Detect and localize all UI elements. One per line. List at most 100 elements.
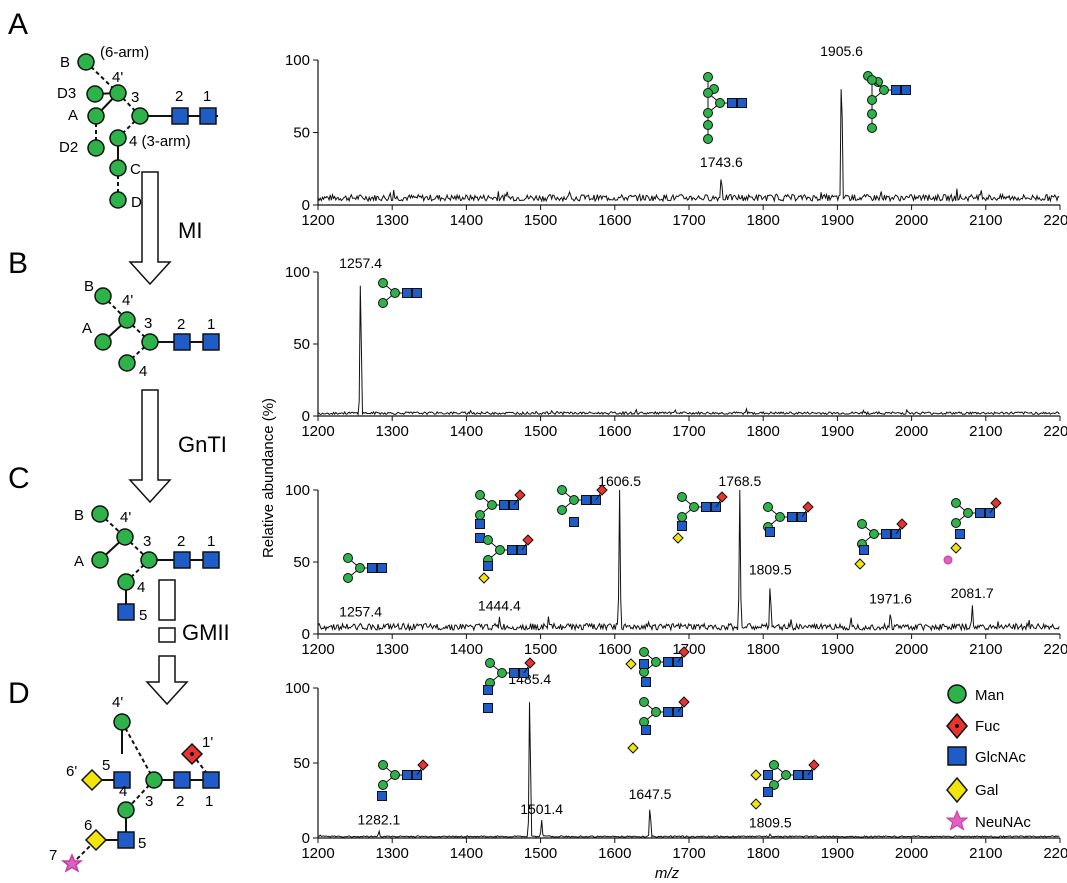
gal-icon bbox=[750, 798, 762, 810]
x-tick-label: 2000 bbox=[895, 641, 928, 658]
glycan-structure-a-residues bbox=[77, 53, 217, 209]
man-icon bbox=[487, 500, 497, 510]
fuc-icon bbox=[678, 696, 690, 708]
x-tick-label: 1300 bbox=[376, 212, 409, 229]
x-tick-label: 1600 bbox=[598, 845, 631, 862]
y-tick-label: 0 bbox=[302, 197, 310, 214]
x-tick-label: 2000 bbox=[895, 423, 928, 440]
peak-label: 2081.7 bbox=[951, 585, 994, 601]
x-tick-label: 2200 bbox=[1043, 212, 1067, 229]
man-icon bbox=[703, 88, 713, 98]
svg-text:A: A bbox=[68, 107, 78, 124]
spectrum-trace bbox=[317, 489, 1060, 632]
panel-letter-b: B bbox=[8, 247, 28, 280]
man-icon bbox=[343, 573, 353, 583]
man-icon bbox=[677, 512, 687, 522]
glycan-structure-c-residues bbox=[91, 505, 220, 621]
man-icon bbox=[879, 85, 889, 95]
legend-item-gal: Gal bbox=[946, 776, 998, 804]
man-icon bbox=[569, 495, 579, 505]
peak-label: 1257.4 bbox=[339, 603, 382, 619]
y-tick-label: 50 bbox=[293, 125, 310, 142]
enzyme-mi-label: MI bbox=[178, 218, 202, 243]
fuc-icon bbox=[524, 657, 536, 669]
svg-text:4': 4' bbox=[122, 292, 133, 309]
fuc-icon bbox=[716, 491, 728, 503]
svg-text:3: 3 bbox=[131, 89, 139, 106]
arrow-gmii bbox=[145, 579, 189, 706]
glcnac-icon bbox=[173, 333, 191, 351]
peak-label: 1809.5 bbox=[749, 815, 792, 831]
man-icon bbox=[483, 535, 493, 545]
glcnac-icon bbox=[377, 791, 387, 801]
svg-text:C: C bbox=[130, 161, 141, 178]
x-tick-label: 1900 bbox=[821, 845, 854, 862]
man-icon bbox=[86, 85, 104, 103]
glcnac-icon bbox=[202, 333, 220, 351]
man-icon bbox=[109, 159, 127, 177]
man-icon bbox=[703, 72, 713, 82]
gal-icon bbox=[84, 828, 108, 852]
svg-text:4': 4' bbox=[112, 694, 123, 711]
glycan-structure-c-labels: B 4' A 3 2 1 4 5 bbox=[74, 507, 215, 624]
fuc-icon bbox=[896, 518, 908, 530]
man-icon bbox=[497, 668, 507, 678]
man-icon bbox=[378, 278, 388, 288]
gal-icon bbox=[946, 776, 968, 804]
man-icon bbox=[869, 529, 879, 539]
man-icon bbox=[947, 684, 967, 704]
man-icon bbox=[355, 563, 365, 573]
svg-text:5: 5 bbox=[102, 757, 110, 774]
glcnac-icon bbox=[763, 770, 773, 780]
x-tick-label: 1300 bbox=[376, 423, 409, 440]
man-icon bbox=[378, 760, 388, 770]
man-icon bbox=[141, 333, 159, 351]
glcnac-icon bbox=[117, 831, 135, 849]
peak-label: 1905.6 bbox=[820, 43, 863, 59]
glcnac-icon bbox=[117, 603, 135, 621]
glycan-structure-d-labels: 4' 5 6' 3 2 1 1' 4 5 6 7 bbox=[49, 694, 213, 864]
glcnac-icon bbox=[483, 685, 493, 695]
svg-text:1: 1 bbox=[207, 533, 215, 550]
man-icon bbox=[116, 528, 134, 546]
glcnac-icon bbox=[569, 517, 579, 527]
man-icon bbox=[951, 498, 961, 508]
gal-icon bbox=[672, 532, 684, 544]
man-icon bbox=[951, 518, 961, 528]
peak-label: 1606.5 bbox=[598, 473, 641, 489]
glcnac-icon bbox=[199, 107, 217, 125]
panel-letter-a: A bbox=[8, 8, 28, 41]
glcnac-icon bbox=[975, 508, 985, 518]
svg-text:(6-arm): (6-arm) bbox=[100, 44, 149, 61]
man-icon bbox=[475, 490, 485, 500]
glcnac-icon bbox=[901, 85, 911, 95]
x-tick-label: 1300 bbox=[376, 641, 409, 658]
glycan-structure-a-labels: B (6-arm) D3 4' A 3 2 1 D2 4 (3-arm) C D… bbox=[57, 44, 211, 211]
glcnac-icon bbox=[639, 659, 649, 669]
spectrum-glycan-cartoons bbox=[343, 71, 1002, 810]
x-tick-label: 1800 bbox=[747, 845, 780, 862]
enzyme-gmii-label: GMII bbox=[182, 620, 230, 645]
man-icon bbox=[867, 95, 877, 105]
man-icon bbox=[703, 120, 713, 130]
svg-text:B: B bbox=[74, 507, 84, 524]
svg-text:4: 4 bbox=[139, 363, 147, 380]
panel-letter-c: C bbox=[8, 462, 30, 495]
svg-text:3: 3 bbox=[143, 533, 151, 550]
x-tick-label: 1400 bbox=[450, 641, 483, 658]
svg-text:5: 5 bbox=[139, 607, 147, 624]
x-tick-label: 2000 bbox=[895, 845, 928, 862]
man-icon bbox=[639, 647, 649, 657]
panel-letter-d: D bbox=[8, 677, 30, 710]
glcnac-icon bbox=[202, 771, 220, 789]
y-tick-label: 100 bbox=[285, 52, 310, 69]
x-tick-label: 2100 bbox=[969, 641, 1002, 658]
glcnac-icon bbox=[113, 771, 131, 789]
glcnac-icon bbox=[641, 677, 651, 687]
gal-icon bbox=[627, 742, 639, 754]
svg-text:6': 6' bbox=[66, 763, 77, 780]
peak-label: 1257.4 bbox=[339, 255, 382, 271]
man-icon bbox=[113, 713, 131, 731]
man-icon bbox=[963, 508, 973, 518]
gal-icon bbox=[854, 558, 866, 570]
